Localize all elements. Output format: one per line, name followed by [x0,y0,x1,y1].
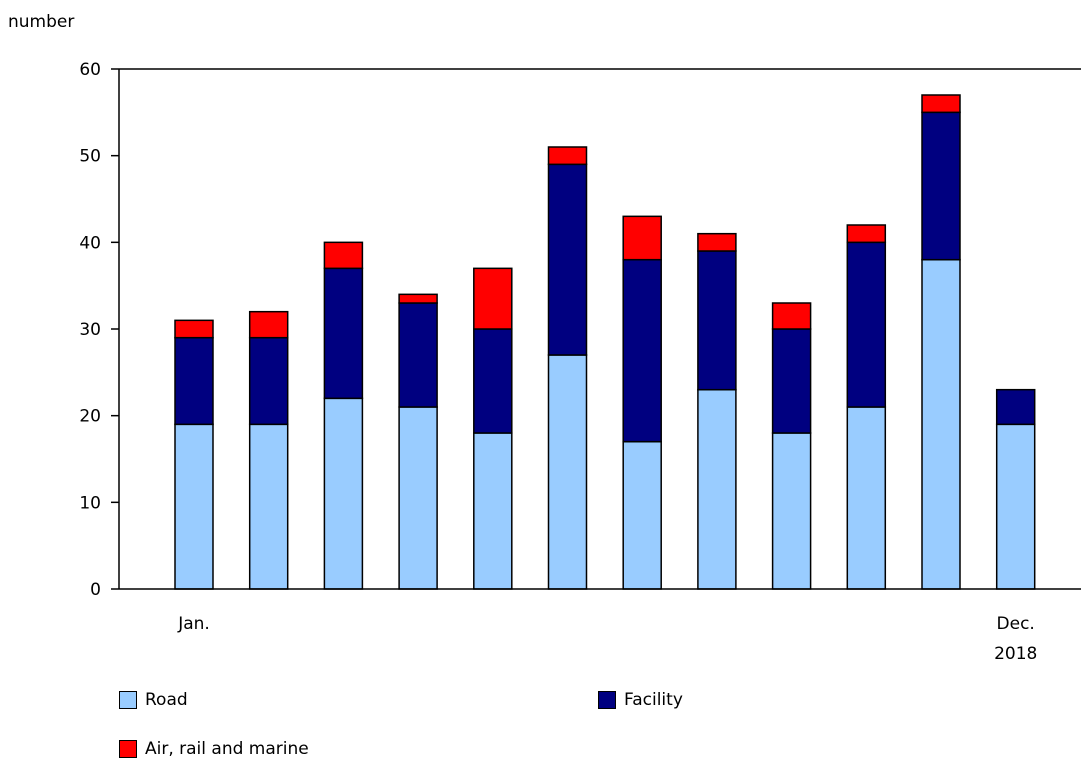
legend-item-air-rail-marine: Air, rail and marine [119,739,309,759]
y-tick-label: 50 [79,147,101,167]
y-axis: 0 10 20 30 40 50 60 [79,60,119,600]
bar-segment-air-rail-marine [398,293,438,304]
bar-segment-road [248,423,289,590]
legend-swatch-air-rail-marine [119,740,137,758]
bar-segment-facility [921,111,961,261]
bar-segment-air-rail-marine [174,319,214,339]
bar-segment-facility [174,336,214,426]
bar-segment-road [995,423,1036,590]
y-tick-label: 0 [90,580,101,600]
bar-segment-air-rail-marine [771,302,812,330]
bar-segment-air-rail-marine [248,310,289,339]
bar-segment-road [846,406,887,590]
bar-segment-road [771,432,812,590]
legend-label-facility: Facility [624,690,683,710]
x-tick-label: Dec. [997,614,1035,634]
bar-segment-facility [622,258,662,443]
legend-label-air-rail-marine: Air, rail and marine [145,739,309,759]
bars [174,94,1036,590]
bar-segment-air-rail-marine [547,146,588,166]
stacked-bar-chart: number 0 10 20 30 40 50 60 Jan. Dec. 2018 [8,12,1081,660]
bar-segment-facility [846,241,887,408]
y-axis-title: number [8,12,74,32]
legend-swatch-facility [598,691,616,709]
y-tick-label: 10 [79,493,101,513]
bar-segment-facility [398,302,438,408]
bar-segment-facility [323,267,364,400]
legend-swatch-road [119,691,137,709]
y-tick-label: 40 [79,233,101,253]
x-axis-year-label: 2018 [994,644,1037,660]
bar-segment-air-rail-marine [473,267,513,330]
legend-label-road: Road [145,690,188,710]
bar-segment-facility [473,328,513,434]
bar-segment-air-rail-marine [697,232,737,252]
y-tick-label: 60 [79,60,101,80]
bar-segment-facility [248,336,289,426]
bar-segment-air-rail-marine [323,241,364,270]
bar-segment-road [622,440,662,590]
bar-segment-road [921,258,961,590]
bar-segment-air-rail-marine [921,94,961,114]
bar-segment-air-rail-marine [622,215,662,261]
legend-item-facility: Facility [598,690,683,710]
bar-segment-facility [697,250,737,391]
bar-segment-facility [547,163,588,356]
axes [118,68,1081,590]
y-tick-label: 30 [79,320,101,340]
bar-segment-air-rail-marine [846,224,887,244]
bar-segment-road [697,388,737,590]
bar-segment-road [323,397,364,590]
bar-segment-road [473,432,513,590]
bar-segment-road [547,354,588,590]
y-tick-label: 20 [79,407,101,427]
legend-item-road: Road [119,690,188,710]
bar-segment-facility [771,328,812,434]
bar-segment-facility [995,388,1036,426]
x-axis: Jan. Dec. 2018 [177,614,1037,660]
bar-segment-road [398,406,438,590]
x-tick-label: Jan. [177,614,210,634]
bar-segment-road [174,423,214,590]
